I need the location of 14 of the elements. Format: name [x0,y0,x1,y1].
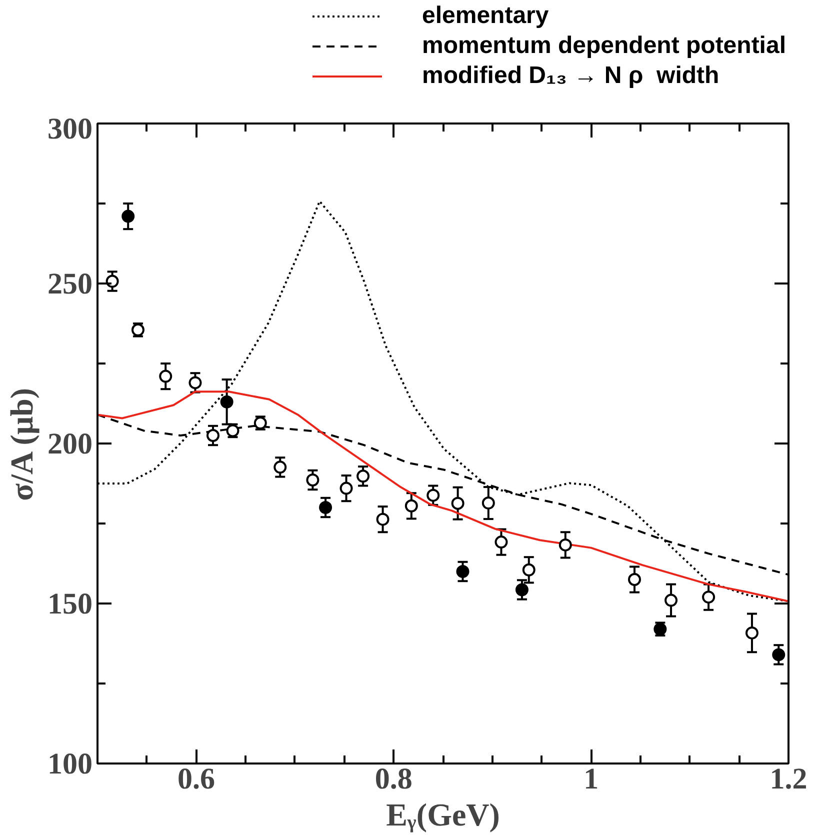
y-tick-label: 100 [48,748,92,780]
x-tick-label: 0.8 [374,762,412,796]
legend-label: modified D₁₃ → N ρ width [422,62,720,90]
y-tick-label: 200 [48,428,92,460]
legend-label: momentum dependent potential [422,32,786,60]
y-tick-label: 300 [48,112,92,146]
x-tick-label: 1.2 [770,762,808,796]
y-axis-title: σ/A (μb) [4,388,40,501]
x-tick-label: 1 [584,762,599,796]
x-axis-title: Eᵧ(GeV) [386,796,500,832]
legend-label: elementary [422,2,549,30]
x-tick-label: 0.6 [177,762,215,796]
y-tick-label: 250 [48,268,92,300]
y-tick-label: 150 [48,588,92,620]
